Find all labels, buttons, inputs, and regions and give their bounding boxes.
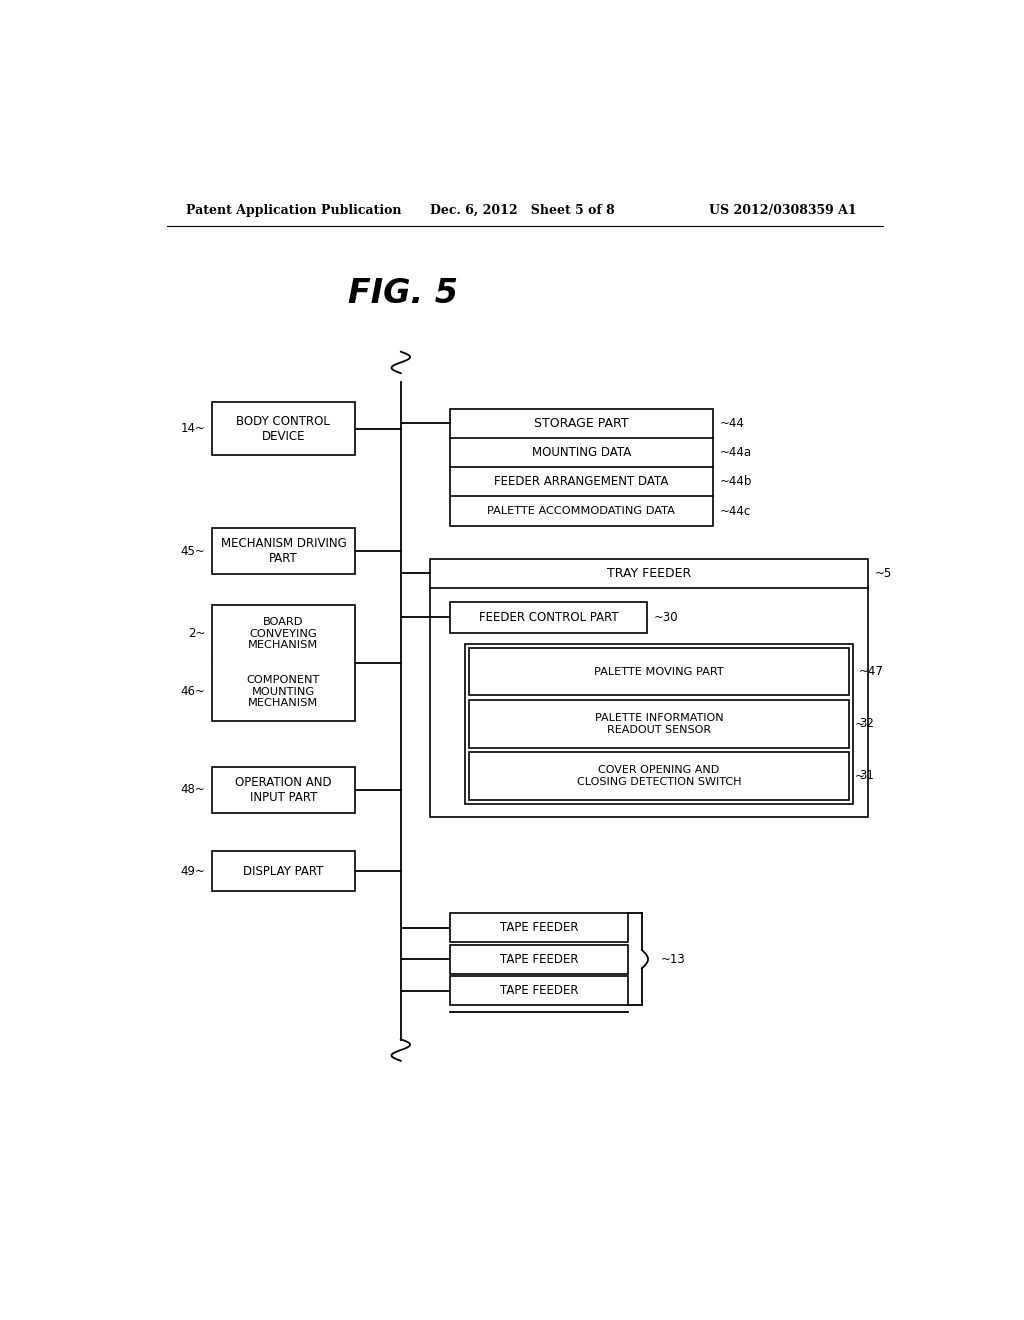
- Text: ~: ~: [855, 770, 865, 783]
- Text: ~: ~: [855, 718, 865, 730]
- Bar: [469, 648, 849, 696]
- Text: 46~: 46~: [180, 685, 206, 698]
- Bar: [469, 700, 849, 748]
- Text: ~44: ~44: [719, 417, 744, 430]
- Bar: [469, 752, 849, 800]
- Text: STORAGE PART: STORAGE PART: [535, 417, 629, 430]
- Text: 45~: 45~: [181, 545, 206, 557]
- Text: Patent Application Publication: Patent Application Publication: [186, 205, 401, 218]
- Bar: [450, 602, 647, 632]
- Bar: [212, 528, 355, 574]
- Text: ~30: ~30: [653, 611, 678, 624]
- Text: FEEDER CONTROL PART: FEEDER CONTROL PART: [478, 611, 618, 624]
- Text: US 2012/0308359 A1: US 2012/0308359 A1: [710, 205, 857, 218]
- Text: COMPONENT
MOUNTING
MECHANISM: COMPONENT MOUNTING MECHANISM: [247, 675, 321, 709]
- Text: ~44a: ~44a: [719, 446, 752, 459]
- Bar: [212, 851, 355, 891]
- Text: 49~: 49~: [180, 865, 206, 878]
- Text: ~44c: ~44c: [719, 504, 751, 517]
- Bar: [212, 605, 355, 721]
- Text: PALETTE ACCOMMODATING DATA: PALETTE ACCOMMODATING DATA: [487, 506, 675, 516]
- Text: 2~: 2~: [188, 627, 206, 640]
- Text: 31: 31: [859, 770, 873, 783]
- Text: MOUNTING DATA: MOUNTING DATA: [531, 446, 631, 459]
- Text: MECHANISM DRIVING
PART: MECHANISM DRIVING PART: [220, 537, 346, 565]
- Text: TAPE FEEDER: TAPE FEEDER: [500, 921, 578, 935]
- Text: COVER OPENING AND
CLOSING DETECTION SWITCH: COVER OPENING AND CLOSING DETECTION SWIT…: [577, 766, 741, 787]
- Bar: [465, 644, 853, 804]
- Text: BODY CONTROL
DEVICE: BODY CONTROL DEVICE: [237, 414, 331, 442]
- Text: DISPLAY PART: DISPLAY PART: [244, 865, 324, 878]
- Text: 32: 32: [859, 718, 873, 730]
- Bar: [450, 913, 628, 942]
- Text: Dec. 6, 2012   Sheet 5 of 8: Dec. 6, 2012 Sheet 5 of 8: [430, 205, 615, 218]
- Text: 14~: 14~: [180, 422, 206, 436]
- Text: 48~: 48~: [181, 783, 206, 796]
- Text: FIG. 5: FIG. 5: [348, 277, 458, 310]
- Text: TAPE FEEDER: TAPE FEEDER: [500, 985, 578, 998]
- Text: ~13: ~13: [660, 953, 685, 966]
- Text: ~47: ~47: [859, 665, 884, 678]
- Bar: [212, 767, 355, 813]
- Text: TAPE FEEDER: TAPE FEEDER: [500, 953, 578, 966]
- Text: ~5: ~5: [874, 566, 892, 579]
- Text: PALETTE INFORMATION
READOUT SENSOR: PALETTE INFORMATION READOUT SENSOR: [595, 713, 723, 735]
- Bar: [212, 403, 355, 455]
- Bar: [450, 409, 713, 525]
- Text: BOARD
CONVEYING
MECHANISM: BOARD CONVEYING MECHANISM: [248, 618, 318, 651]
- Text: ~44b: ~44b: [719, 475, 752, 488]
- Text: FEEDER ARRANGEMENT DATA: FEEDER ARRANGEMENT DATA: [495, 475, 669, 488]
- Bar: [450, 977, 628, 1006]
- Bar: [430, 558, 868, 817]
- Text: TRAY FEEDER: TRAY FEEDER: [607, 566, 691, 579]
- Text: OPERATION AND
INPUT PART: OPERATION AND INPUT PART: [236, 776, 332, 804]
- Bar: [450, 945, 628, 974]
- Text: PALETTE MOVING PART: PALETTE MOVING PART: [594, 667, 724, 677]
